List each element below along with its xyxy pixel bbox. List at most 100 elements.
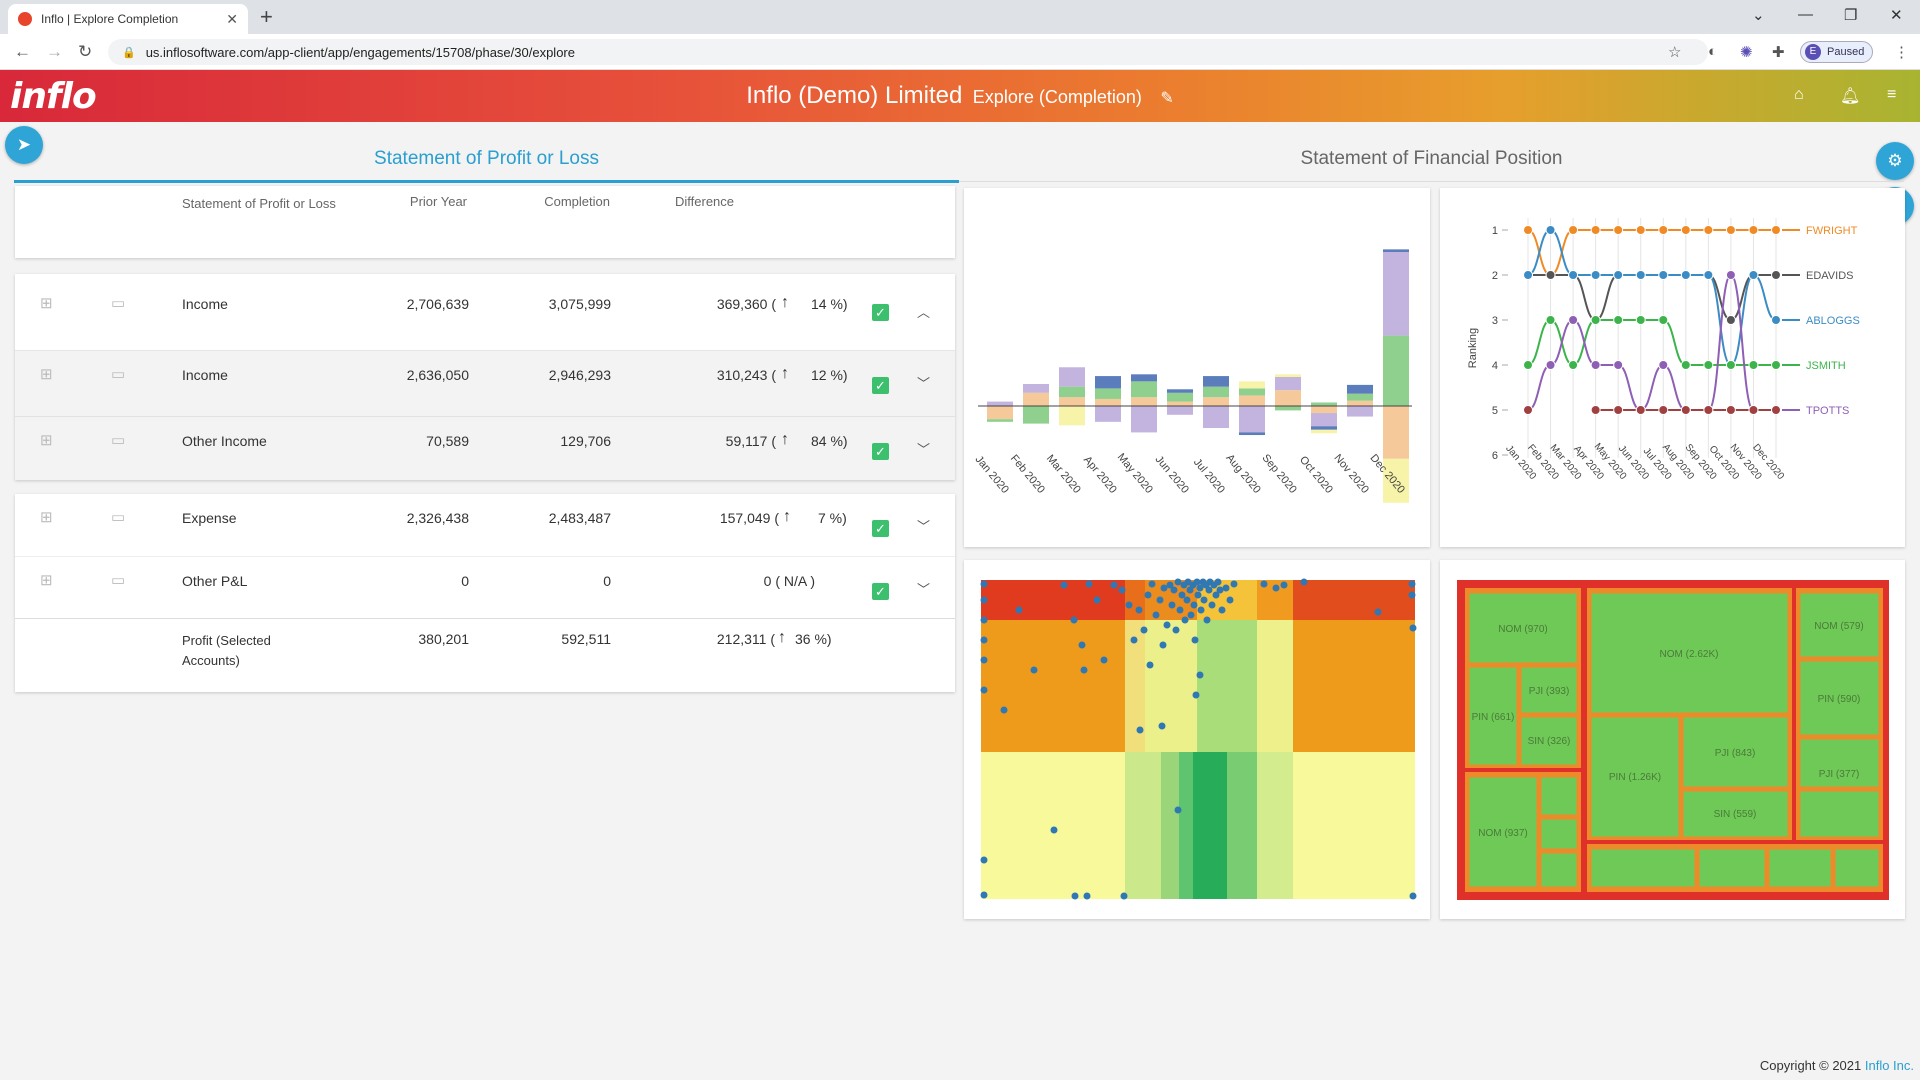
point-abloggs <box>1771 315 1781 325</box>
new-tab-button[interactable]: + <box>260 4 273 29</box>
treemap[interactable]: NOM (970) PJI (393) PIN (661) SIN (326) … <box>1440 560 1905 919</box>
x-tick-label: Feb 2020 <box>1008 453 1047 496</box>
point-fwright <box>1613 225 1624 235</box>
browser-tab[interactable]: Inflo | Explore Completion ✕ <box>8 4 248 34</box>
chevron-down-icon[interactable]: ﹀ <box>917 442 931 457</box>
checkbox[interactable]: ✓ <box>872 583 889 600</box>
comment-icon[interactable]: ▭ <box>111 432 126 449</box>
back-icon[interactable]: ← <box>14 42 31 61</box>
checkbox[interactable]: ✓ <box>872 377 889 394</box>
expand-grid-icon[interactable]: ⊞ <box>40 295 53 312</box>
checkbox[interactable]: ✓ <box>872 520 889 537</box>
bookmark-star-icon[interactable]: ☆ <box>1668 44 1682 61</box>
scatter-point <box>980 580 988 588</box>
url-input[interactable]: 🔒 us.inflosoftware.com/app-client/app/en… <box>108 39 1708 65</box>
heatmap-cell <box>1125 752 1161 899</box>
bar-segment-s2 <box>1131 381 1157 398</box>
phase-name: Explore (Completion) <box>972 87 1142 107</box>
scatter-point <box>980 636 988 644</box>
bar-segment-s2 <box>1275 406 1301 411</box>
tab-title: Inflo | Explore Completion <box>41 12 179 26</box>
bar-segment-s1 <box>1095 398 1121 406</box>
comment-icon[interactable]: ▭ <box>111 572 126 589</box>
table-row[interactable]: ⊞ ▭ Expense 2,326,438 2,483,487 157,049 … <box>15 494 955 556</box>
profile-button[interactable]: E Paused <box>1800 41 1874 63</box>
point-abloggs <box>1748 270 1759 280</box>
browser-menu-icon[interactable]: ⋮ <box>1894 44 1909 61</box>
chevron-down-icon[interactable]: ﹀ <box>917 582 931 597</box>
treemap-label: PJI (843) <box>1715 748 1756 759</box>
home-icon[interactable]: ⌂ <box>1794 86 1804 103</box>
navigate-arrow-button[interactable]: ➤ <box>5 126 43 164</box>
heatmap-cell <box>1293 580 1415 620</box>
checkbox[interactable]: ✓ <box>872 443 889 460</box>
total-pct: 36 %) <box>795 631 832 647</box>
expand-grid-icon[interactable]: ⊞ <box>40 509 53 526</box>
scatter-point <box>1222 584 1230 592</box>
footer-brand-link[interactable]: Inflo Inc. <box>1864 1058 1914 1073</box>
treemap-leaf <box>1832 846 1882 890</box>
total-prior: 380,201 <box>418 631 469 647</box>
heatmap-cell <box>1145 620 1197 752</box>
profile-status: Paused <box>1827 46 1865 58</box>
row-prior: 2,706,639 <box>406 296 469 312</box>
point-jsmith <box>1545 315 1556 325</box>
treemap-leaf <box>1797 590 1882 660</box>
close-tab-icon[interactable]: ✕ <box>226 10 238 27</box>
treemap-leaf <box>1588 590 1791 716</box>
expand-grid-icon[interactable]: ⊞ <box>40 366 53 383</box>
treemap-label: NOM (937) <box>1478 828 1527 839</box>
close-window-icon[interactable]: ✕ <box>1890 7 1903 24</box>
restore-icon[interactable]: ❐ <box>1844 7 1858 24</box>
x-tick-label: Apr 2020 <box>1081 454 1119 496</box>
chevron-down-icon[interactable]: ﹀ <box>917 376 931 391</box>
point-abloggs <box>1658 270 1669 280</box>
bar-segment-s3 <box>1383 252 1409 336</box>
tab-search-icon[interactable]: ⌄ <box>1752 7 1765 24</box>
scatter-point <box>1205 586 1213 594</box>
expand-grid-icon[interactable]: ⊞ <box>40 432 53 449</box>
comment-icon[interactable]: ▭ <box>111 366 126 383</box>
point-abloggs <box>1590 270 1601 280</box>
x-tick-label: Oct 2020 <box>1297 454 1335 496</box>
scatter-point <box>1196 671 1204 679</box>
scatter-point <box>1130 636 1138 644</box>
hamburger-menu-icon[interactable]: ≡ <box>1887 86 1897 103</box>
extension-icon[interactable]: ◐ <box>1708 43 1718 60</box>
tab-profit-loss[interactable]: Statement of Profit or Loss <box>374 148 599 169</box>
point-tpotts <box>1613 360 1624 370</box>
edit-pencil-icon[interactable]: ✎ <box>1160 90 1174 107</box>
point-tpotts <box>1545 360 1556 370</box>
expand-grid-icon[interactable]: ⊞ <box>40 572 53 589</box>
comment-icon[interactable]: ▭ <box>111 509 126 526</box>
point-tpotts <box>1590 360 1601 370</box>
scatter-point <box>1230 580 1238 588</box>
point-abloggs <box>1703 270 1714 280</box>
table-row[interactable]: ⊞ ▭ Other P&L 0 0 0 ( N/A ) ✓ ﹀ <box>15 556 955 618</box>
chevron-up-icon[interactable]: ︿ <box>917 305 931 320</box>
minimize-icon[interactable]: — <box>1798 6 1813 23</box>
scatter-point <box>1187 611 1195 619</box>
table-row[interactable]: ⊞ ▭ Income 2,706,639 3,075,999 369,360 (… <box>15 274 955 350</box>
table-row[interactable]: ⊞ ▭ Other Income 70,589 129,706 59,117 (… <box>15 416 955 480</box>
comment-icon[interactable]: ▭ <box>111 295 126 312</box>
tab-financial-position[interactable]: Statement of Financial Position <box>1300 148 1563 169</box>
chevron-down-icon[interactable]: ﹀ <box>917 519 931 534</box>
scatter-point <box>1196 584 1204 592</box>
scatter-point <box>1203 616 1211 624</box>
reload-icon[interactable]: ↻ <box>78 42 93 61</box>
heatmap-scatter[interactable] <box>964 560 1430 919</box>
forward-icon[interactable]: → <box>46 42 63 61</box>
extension-gear-icon[interactable]: ✺ <box>1740 44 1753 61</box>
inflo-logo[interactable]: inflo <box>10 76 97 117</box>
heatmap-scatter-card <box>964 560 1430 919</box>
bell-icon[interactable]: 🔔︎ <box>1840 88 1861 105</box>
table-row[interactable]: ⊞ ▭ Income 2,636,050 2,946,293 310,243 (… <box>15 350 955 416</box>
checkbox[interactable]: ✓ <box>872 304 889 321</box>
extensions-puzzle-icon[interactable]: ✚ <box>1772 44 1785 61</box>
point-other <box>1523 405 1533 415</box>
point-fwright <box>1771 225 1781 235</box>
settings-gear-button[interactable]: ⚙ <box>1876 142 1914 180</box>
